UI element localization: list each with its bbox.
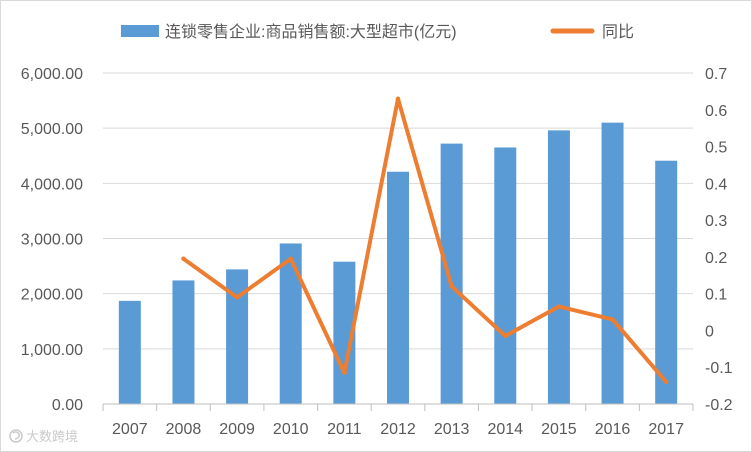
bar-2008	[172, 280, 195, 404]
x-tick-label-2011: 2011	[327, 421, 362, 438]
x-tick-label-2016: 2016	[595, 421, 631, 438]
x-tick-label-2008: 2008	[166, 421, 202, 438]
legend-bar-label: 连锁零售企业:商品销售额:大型超市(亿元)	[165, 23, 457, 41]
x-tick-label-2012: 2012	[380, 421, 416, 438]
right-tick-label-7: 0.5	[705, 140, 727, 157]
line-point-2012	[395, 96, 401, 101]
x-tick-label-2010: 2010	[273, 421, 309, 438]
watermark-logo-icon	[9, 429, 23, 443]
left-tick-label-3: 3,000.00	[21, 232, 83, 249]
line-point-2017	[663, 379, 669, 385]
bar-2015	[547, 130, 570, 404]
bar-2013	[440, 143, 463, 404]
right-tick-label-6: 0.4	[705, 176, 727, 193]
x-tick-label-2013: 2013	[434, 421, 470, 438]
bar-2016	[601, 122, 624, 405]
right-axis: -0.2 -0.1 0 0.1 0.2 0.3 0.4 0.5 0.6 0.7	[705, 66, 733, 414]
legend-line-label: 同比	[602, 23, 634, 41]
yoy-line	[181, 96, 669, 384]
x-tick-label-2017: 2017	[648, 421, 684, 438]
line-point-2016	[610, 317, 615, 322]
x-axis: 2007 2008 2009 2010 2011 2012 2013 2014 2015 2016…	[102, 403, 694, 438]
left-tick-label-5: 5,000.00	[21, 121, 83, 138]
bar-2010	[279, 243, 302, 404]
bar-2011	[333, 261, 356, 404]
right-tick-label-2: 0	[705, 323, 714, 340]
right-tick-label-1: -0.1	[705, 360, 733, 377]
right-tick-label-4: 0.2	[705, 250, 727, 267]
left-tick-label-4: 4,000.00	[21, 176, 83, 193]
legend: 连锁零售企业:商品销售额:大型超市(亿元) 同比	[121, 23, 634, 41]
line-point-2011	[342, 370, 347, 375]
line-point-2009	[234, 295, 240, 300]
line-point-2010	[288, 256, 293, 261]
x-tick-label-2014: 2014	[487, 421, 523, 438]
right-tick-label-3: 0.1	[705, 287, 727, 304]
line-series	[181, 96, 669, 385]
line-point-2014	[503, 333, 508, 339]
x-tick-label-2015: 2015	[541, 421, 577, 438]
bar-2012	[387, 171, 409, 404]
left-tick-label-1: 1,000.00	[21, 342, 83, 359]
watermark-logo-icon-mark	[12, 431, 20, 440]
watermark: 大数跨境	[9, 429, 78, 444]
left-tick-label-6: 6,000.00	[21, 66, 83, 83]
x-tick-label-2009: 2009	[219, 421, 255, 438]
left-tick-label-0: 0.00	[52, 397, 83, 414]
left-tick-label-2: 2,000.00	[21, 287, 83, 304]
line-point-2008	[181, 256, 186, 261]
bar-2017	[655, 160, 678, 404]
right-tick-label-5: 0.3	[705, 213, 727, 230]
bar-series	[118, 122, 678, 405]
x-tick-label-2007: 2007	[112, 421, 148, 438]
right-tick-label-9: 0.7	[705, 66, 727, 83]
left-axis: 0.00 1,000.00 2,000.00 3,000.00 4,000.00 5,00…	[21, 66, 83, 414]
bar-2014	[494, 147, 517, 404]
bar-2009	[226, 269, 249, 404]
right-tick-label-8: 0.6	[705, 103, 727, 120]
line-point-2015	[556, 304, 562, 309]
line-point-2013	[449, 284, 454, 289]
bar-2007	[118, 300, 141, 404]
right-tick-label-0: -0.2	[705, 397, 733, 414]
legend-bar-swatch	[121, 25, 159, 37]
watermark-text: 大数跨境	[26, 429, 78, 444]
